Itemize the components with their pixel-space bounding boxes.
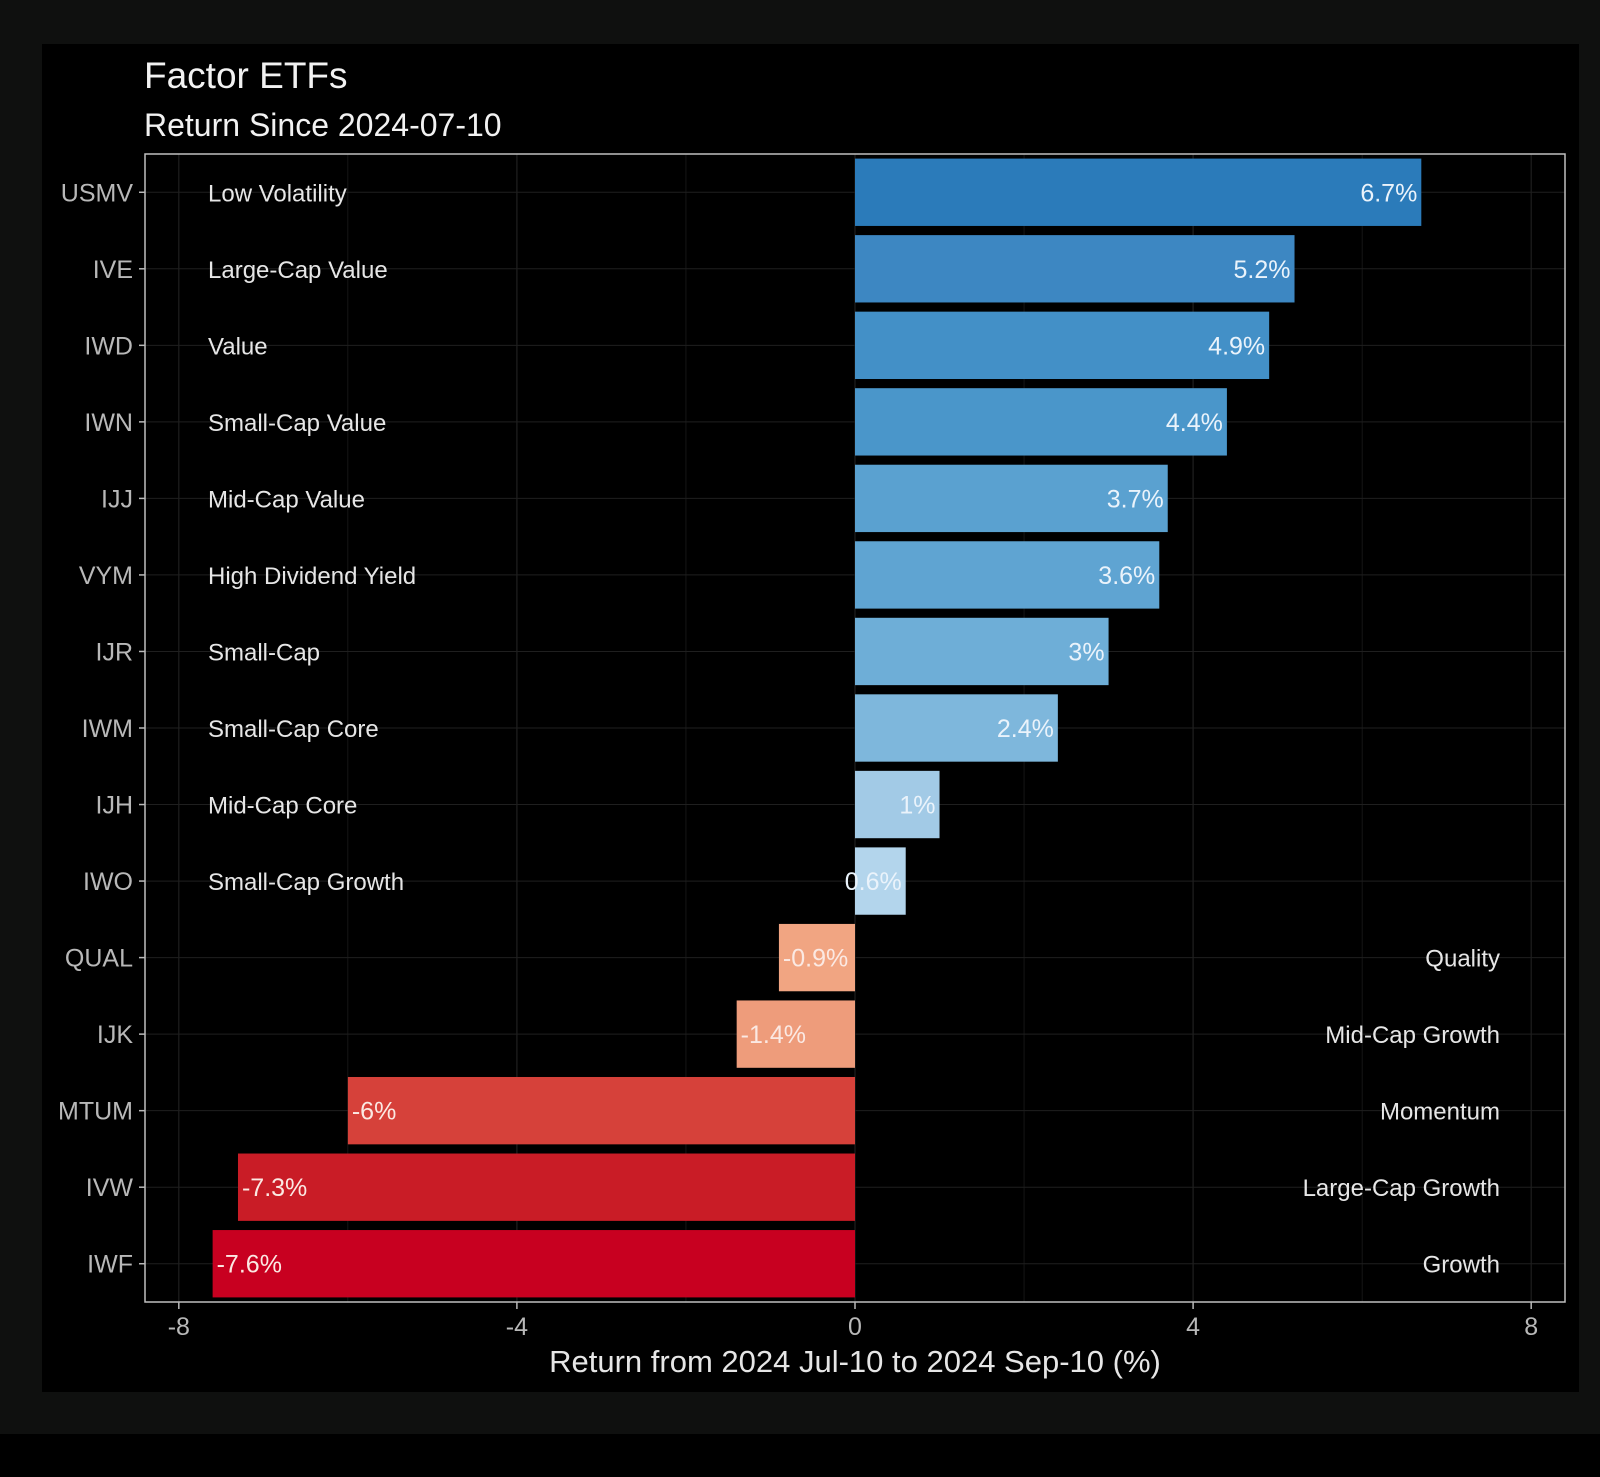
bar [855,464,1168,533]
y-tick-label: QUAL [65,945,133,973]
y-tick-label: MTUM [58,1098,133,1126]
bar-value-label: -6% [352,1098,396,1126]
bar-value-label: 4.4% [1166,409,1223,437]
factor-label: Momentum [1380,1099,1500,1126]
bar-value-label: 0.6% [845,868,902,896]
x-axis: -8 -4 0 4 8 [168,1302,1538,1341]
y-tick-label: IWM [82,715,133,743]
factor-label: Small-Cap [208,639,320,666]
factor-label: Small-Cap Value [208,410,386,437]
y-tick-label: USMV [61,179,134,207]
bar-value-label: -0.9% [783,945,848,973]
bar [212,1230,856,1298]
x-tick-label: -8 [168,1313,190,1341]
bar [237,1153,855,1221]
factor-label: Mid-Cap Value [208,486,365,513]
y-tick-label: VYM [79,562,133,590]
x-tick-label: -4 [506,1313,528,1341]
bars [212,158,1422,1298]
bar [855,541,1160,609]
bar-value-label: 1% [899,792,935,820]
y-tick-label: IVE [93,256,133,284]
factor-label: Mid-Cap Growth [1325,1022,1500,1049]
factor-label: High Dividend Yield [208,563,416,590]
bar-labels: 6.7% Low Volatility 5.2% Large-Cap Value 4.9… [208,179,1500,1278]
y-tick-label: IJH [96,792,134,820]
bar [347,1076,855,1145]
bar [855,388,1227,456]
factor-label: Quality [1425,946,1500,973]
bar [855,847,906,915]
factor-label: Small-Cap Core [208,716,379,743]
bar-value-label: 5.2% [1234,256,1291,284]
y-tick-label: IJR [96,638,134,666]
bar [855,770,940,839]
y-tick-label: IJJ [101,485,133,513]
bar-value-label: 3% [1068,638,1104,666]
bottom-band [0,1434,1600,1477]
chart-title: Factor ETFs [144,55,348,96]
x-axis-title: Return from 2024 Jul-10 to 2024 Sep-10 (… [549,1344,1161,1379]
y-tick-label: IVW [86,1174,134,1202]
x-tick-label: 8 [1524,1313,1538,1341]
factor-label: Growth [1423,1252,1500,1279]
bar [736,1000,855,1068]
chart-subtitle: Return Since 2024-07-10 [144,107,502,143]
bar [855,311,1270,380]
y-tick-label: IJK [97,1021,133,1049]
bar [855,617,1109,686]
bar-value-label: -7.3% [242,1174,307,1202]
factor-label: Large-Cap Value [208,257,388,284]
bar-value-label: 6.7% [1360,179,1417,207]
bar [855,235,1295,303]
y-tick-label: IWO [83,868,133,896]
y-tick-label: IWN [84,409,133,437]
factor-label: Small-Cap Growth [208,869,404,896]
bar [855,694,1058,762]
factor-label: Low Volatility [208,180,347,207]
factor-label: Value [208,333,268,360]
x-tick-label: 0 [848,1313,862,1341]
factor-label: Mid-Cap Core [208,793,357,820]
y-tick-label: IWD [84,332,133,360]
factor-label: Large-Cap Growth [1303,1175,1500,1202]
bar [778,923,855,992]
bar-value-label: -1.4% [741,1021,806,1049]
bar-value-label: 2.4% [997,715,1054,743]
y-tick-label: IWF [87,1251,133,1279]
bar-value-label: -7.6% [217,1251,282,1279]
bar-value-label: 4.9% [1208,332,1265,360]
x-tick-label: 4 [1186,1313,1200,1341]
y-axis: USMV IVE IWD IWN IJJ VYM IJR IWM IJH IWO QUAL IJK MT… [58,179,145,1279]
bar-value-label: 3.7% [1107,485,1164,513]
bar-value-label: 3.6% [1098,562,1155,590]
bar [855,158,1422,226]
